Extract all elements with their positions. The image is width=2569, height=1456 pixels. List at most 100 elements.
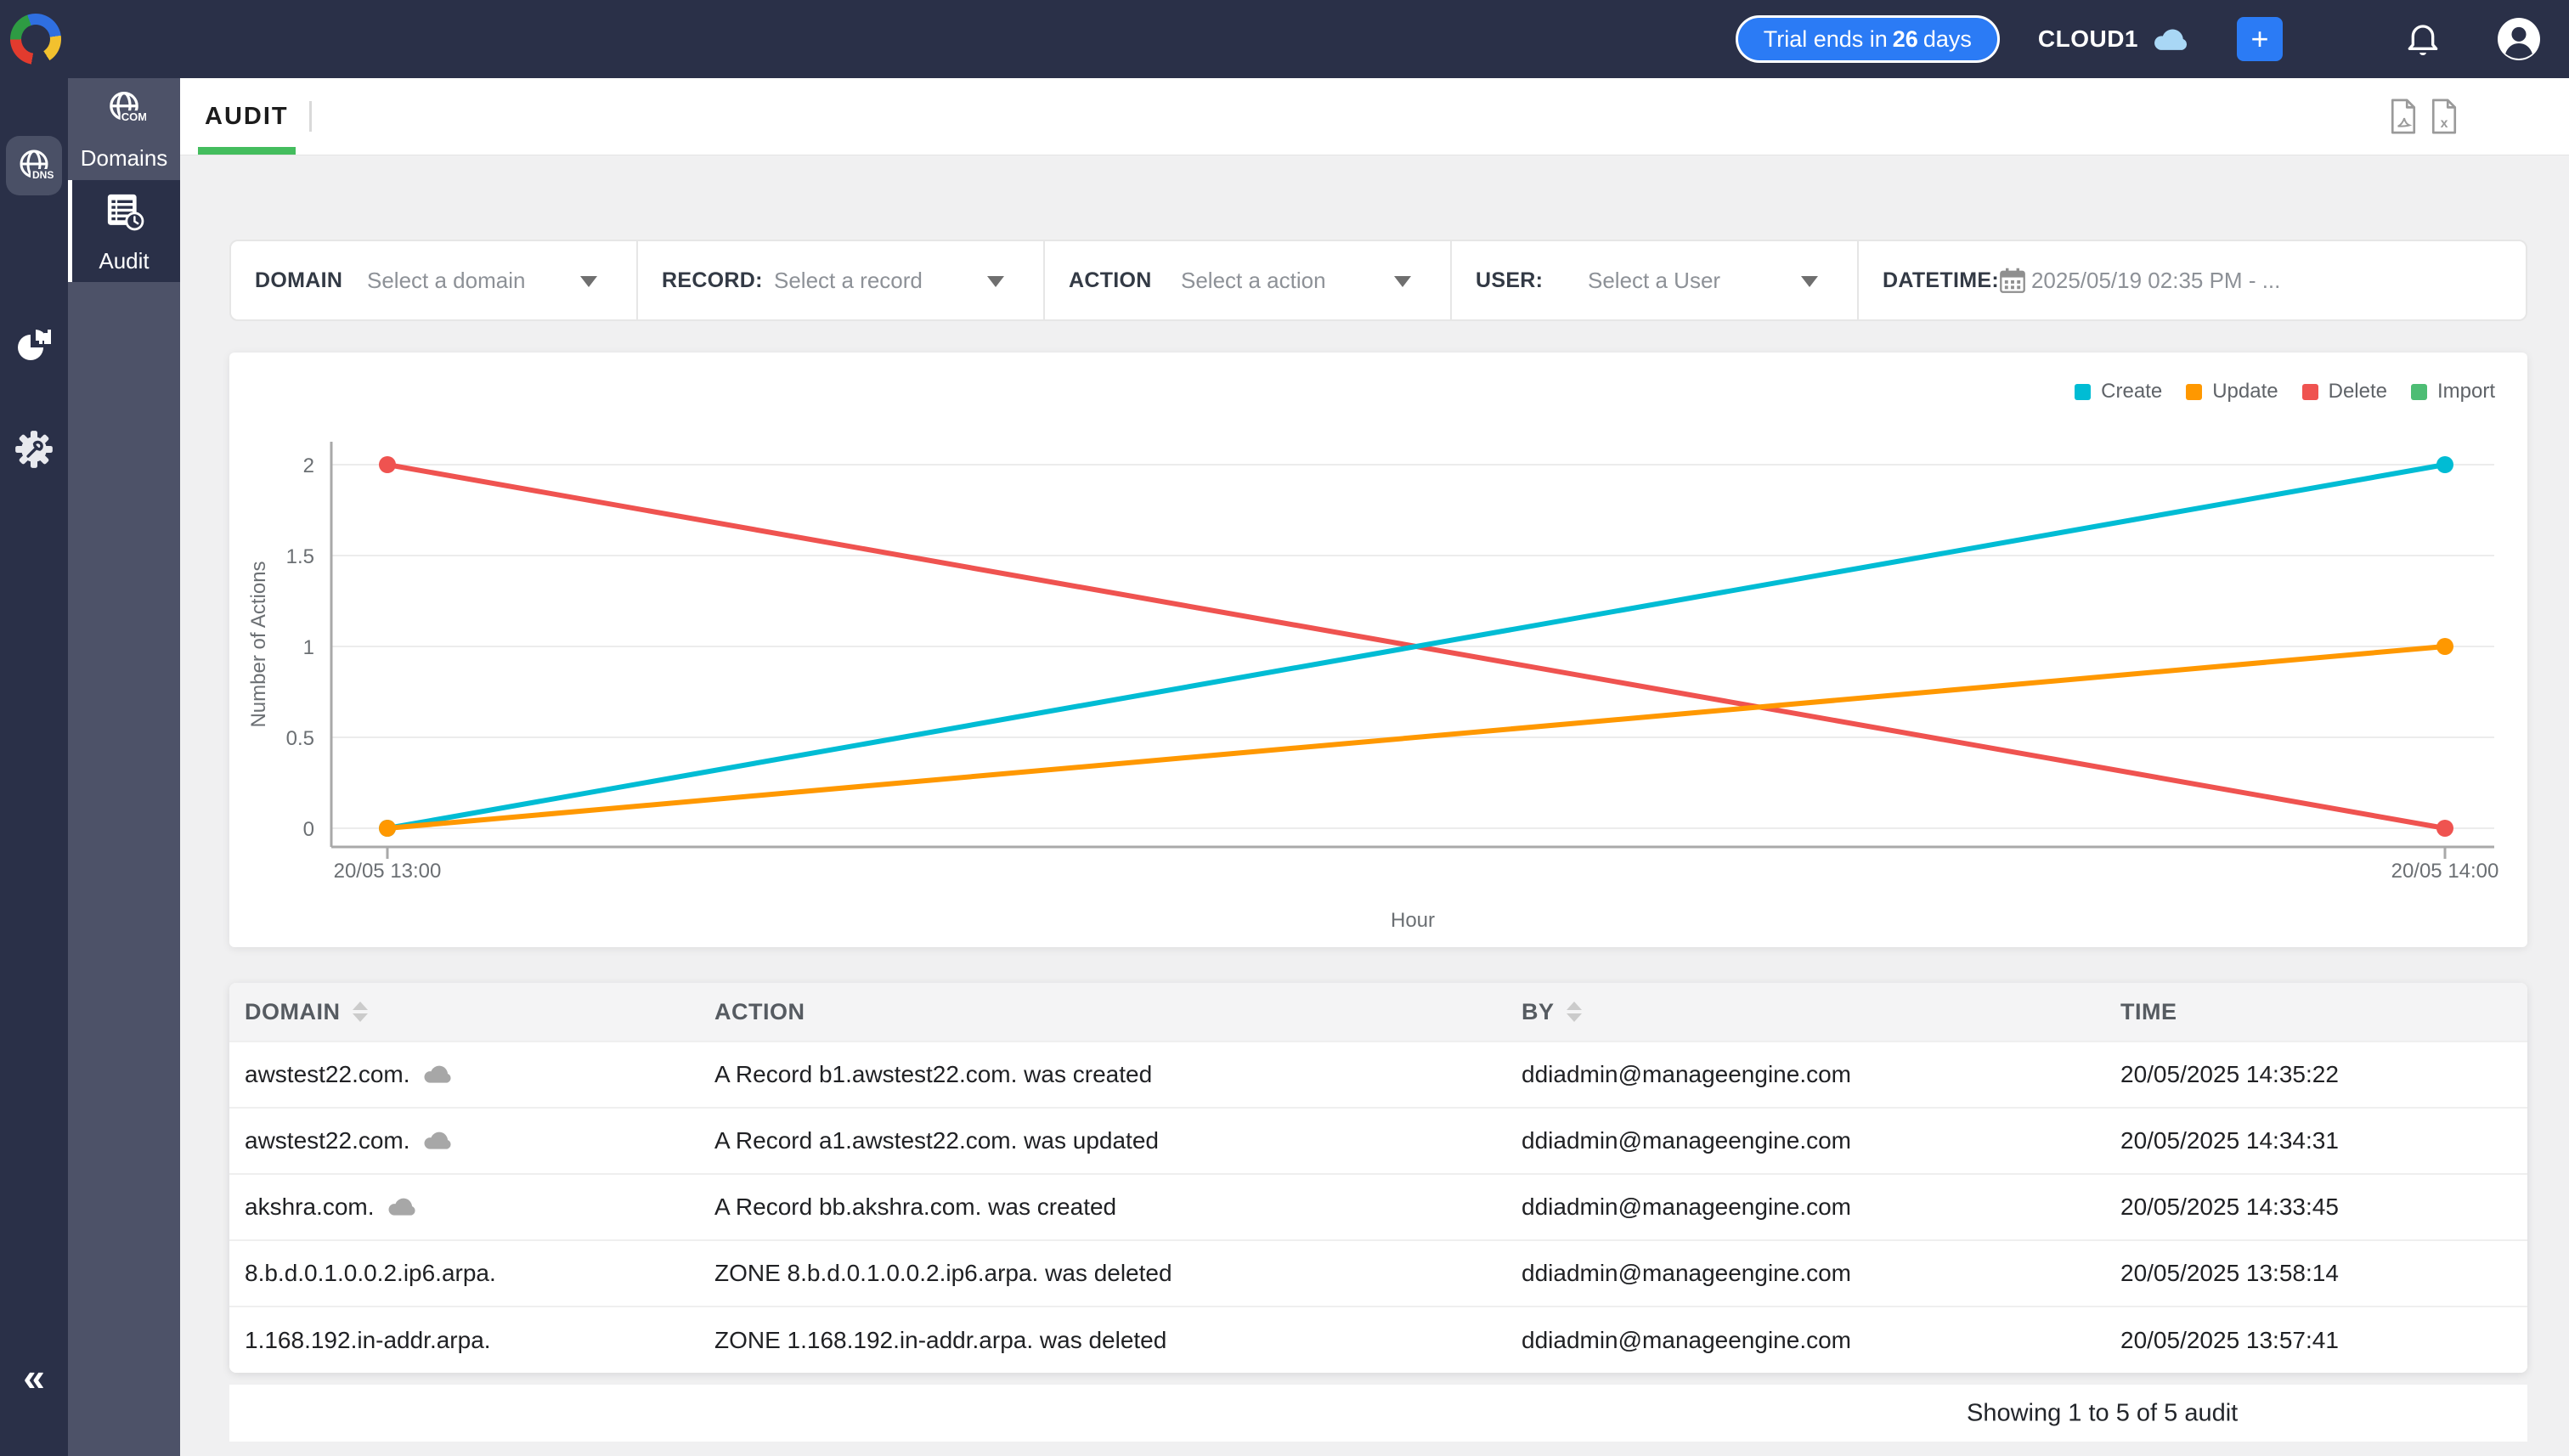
y-tick-label: 1.5 xyxy=(286,545,314,568)
filter-datetime[interactable]: DATETIME: 2025/05/19 02:35 PM - ... xyxy=(1859,241,2526,319)
column-label: ACTION xyxy=(714,998,805,1024)
topbar: Trial ends in 26 days CLOUD1 + xyxy=(0,0,2569,78)
column-header-time: TIME xyxy=(2105,983,2527,1041)
calendar-icon xyxy=(2000,268,2025,293)
active-tab-indicator xyxy=(198,147,296,155)
filter-bar: DOMAIN Select a domain RECORD: Select a rec… xyxy=(229,240,2527,321)
cell-action: A Record a1.awstest22.com. was updated xyxy=(714,1127,1159,1154)
cell-by: ddiadmin@manageengine.com xyxy=(1522,1194,1851,1220)
filter-label: USER: xyxy=(1476,268,1544,292)
column-header-domain[interactable]: DOMAIN xyxy=(229,983,699,1041)
page-header: AUDIT x xyxy=(180,78,2569,155)
filter-value[interactable]: Select a domain xyxy=(367,267,526,293)
filter-action[interactable]: ACTION Select a action xyxy=(1045,241,1452,319)
legend-item-import[interactable]: Import xyxy=(2410,380,2495,404)
chart-card: Create Update Delete Import 0 0.5 1 1.5 2 20/05 … xyxy=(229,353,2527,947)
actions-line-chart: 0 0.5 1 1.5 2 20/05 13:00 20/05 14:00 Hour Numbe… xyxy=(247,442,2499,932)
globe-dns-icon: DNS xyxy=(20,150,54,181)
user-avatar[interactable] xyxy=(2498,18,2540,60)
sidebar-item-label: Domains xyxy=(80,145,168,171)
x-tick-label: 20/05 13:00 xyxy=(334,860,442,883)
y-tick-label: 1 xyxy=(303,636,314,659)
y-axis-title: Number of Actions xyxy=(247,561,270,727)
cell-domain: 8.b.d.0.1.0.0.2.ip6.arpa. xyxy=(245,1260,496,1286)
legend-swatch xyxy=(2301,383,2318,400)
table-header-row: DOMAIN ACTION BY TIME xyxy=(229,983,2527,1041)
account-switcher[interactable]: CLOUD1 xyxy=(2038,25,2189,54)
filter-user[interactable]: USER: Select a User xyxy=(1452,241,1859,319)
data-point-delete[interactable] xyxy=(2436,820,2453,837)
sidebar-item-audit[interactable]: Audit xyxy=(68,180,180,282)
trial-text-suffix: days xyxy=(1923,25,1972,52)
x-tick-label: 20/05 14:00 xyxy=(2391,860,2499,883)
filter-value[interactable]: Select a action xyxy=(1181,267,1326,293)
filter-record[interactable]: RECORD: Select a record xyxy=(638,241,1045,319)
cell-by: ddiadmin@manageengine.com xyxy=(1522,1260,1851,1286)
data-point-update[interactable] xyxy=(379,820,396,837)
legend-label: Create xyxy=(2101,380,2163,403)
data-point-delete[interactable] xyxy=(379,456,396,473)
audit-table: DOMAIN ACTION BY TIME awstest22.com. A Recor… xyxy=(229,983,2527,1373)
y-tick-label: 2 xyxy=(303,454,314,477)
rail-item-reports[interactable] xyxy=(6,314,62,374)
chevron-down-icon xyxy=(987,276,1004,287)
filter-value[interactable]: Select a record xyxy=(774,267,923,293)
rail-item-dns[interactable]: DNS xyxy=(6,136,62,195)
trial-days: 26 xyxy=(1892,25,1918,52)
legend-label: Import xyxy=(2436,380,2495,403)
cell-domain: awstest22.com. xyxy=(229,1041,699,1108)
globe-com-icon: COM xyxy=(102,87,147,137)
brand-logo-icon xyxy=(4,8,67,71)
page-title: AUDIT xyxy=(205,102,289,130)
filter-value[interactable]: 2025/05/19 02:35 PM - ... xyxy=(2030,267,2281,293)
legend-label: Update xyxy=(2212,380,2278,403)
column-header-action: ACTION xyxy=(699,983,1506,1041)
tab-audit[interactable]: AUDIT xyxy=(180,78,309,155)
trial-button[interactable]: Trial ends in 26 days xyxy=(1735,15,2000,63)
add-button[interactable]: + xyxy=(2237,17,2283,61)
cell-time: 20/05/2025 14:34:31 xyxy=(2120,1127,2339,1154)
cell-by: ddiadmin@manageengine.com xyxy=(1522,1326,1851,1353)
notifications-bell-icon[interactable] xyxy=(2406,20,2440,58)
legend-item-update[interactable]: Update xyxy=(2186,380,2278,404)
series-line-update xyxy=(385,644,2448,831)
chart-legend: Create Update Delete Import xyxy=(2075,380,2495,404)
pagination-bar: Showing 1 to 5 of 5 audit xyxy=(229,1385,2527,1442)
y-tick-label: 0 xyxy=(303,818,314,841)
filter-label: ACTION xyxy=(1069,268,1152,292)
legend-item-delete[interactable]: Delete xyxy=(2301,380,2387,404)
export-xlsx-icon[interactable]: x xyxy=(2430,97,2459,136)
filter-label: DOMAIN xyxy=(255,268,343,292)
sort-icon[interactable] xyxy=(352,1002,368,1022)
cell-action: ZONE 1.168.192.in-addr.arpa. was deleted xyxy=(714,1326,1167,1353)
trial-text: Trial ends in xyxy=(1763,25,1888,52)
column-label: DOMAIN xyxy=(245,998,341,1024)
column-label: TIME xyxy=(2120,998,2177,1024)
cloud-icon xyxy=(424,1132,451,1149)
data-point-create[interactable] xyxy=(2436,456,2453,473)
cell-domain: awstest22.com. xyxy=(229,1108,699,1174)
sidebar-collapse-button[interactable]: « xyxy=(23,1355,45,1399)
filter-value[interactable]: Select a User xyxy=(1588,267,1721,293)
table-row: awstest22.com. A Record b1.awstest22.com.… xyxy=(229,1041,2527,1108)
tab-separator xyxy=(308,101,312,132)
cell-action: A Record bb.akshra.com. was created xyxy=(714,1194,1117,1220)
legend-item-create[interactable]: Create xyxy=(2075,380,2162,404)
cell-by: ddiadmin@manageengine.com xyxy=(1522,1127,1851,1154)
sidebar-item-domains[interactable]: COM Domains xyxy=(68,78,180,180)
gear-icon xyxy=(15,431,53,468)
export-pdf-icon[interactable] xyxy=(2389,97,2418,136)
legend-swatch xyxy=(2075,383,2092,400)
filter-domain[interactable]: DOMAIN Select a domain xyxy=(231,241,638,319)
column-header-by[interactable]: BY xyxy=(1506,983,2105,1041)
table-row: 1.168.192.in-addr.arpa. ZONE 1.168.192.in… xyxy=(229,1306,2527,1373)
sort-icon[interactable] xyxy=(1566,1002,1582,1022)
data-point-update[interactable] xyxy=(2436,638,2453,655)
cell-time: 20/05/2025 14:35:22 xyxy=(2120,1061,2339,1087)
svg-text:DNS: DNS xyxy=(32,169,54,181)
table-row: 8.b.d.0.1.0.0.2.ip6.arpa. ZONE 8.b.d.0.1.… xyxy=(229,1240,2527,1306)
rail-item-settings[interactable] xyxy=(6,420,62,479)
table-row: awstest22.com. A Record a1.awstest22.com.… xyxy=(229,1108,2527,1174)
cloud-icon xyxy=(2154,28,2188,50)
account-name: CLOUD1 xyxy=(2037,25,2138,52)
